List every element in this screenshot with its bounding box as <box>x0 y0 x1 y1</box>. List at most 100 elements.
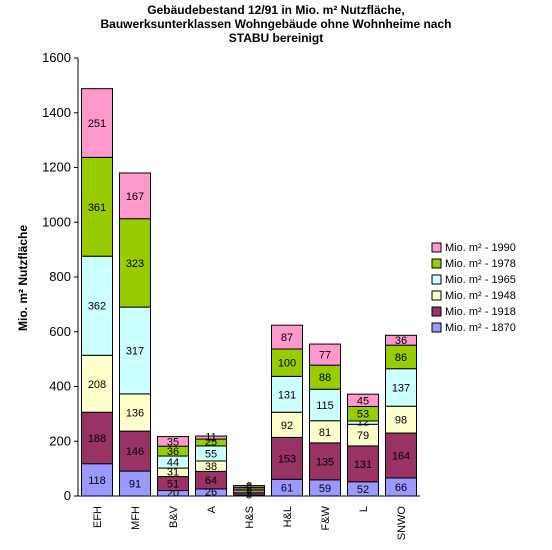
data-label: 51 <box>167 479 179 491</box>
data-label: 61 <box>281 483 293 495</box>
x-tick-label: H&L <box>282 506 294 527</box>
data-label: 6 <box>246 480 252 492</box>
data-label: 9 <box>246 488 252 500</box>
bar-segment <box>309 388 341 422</box>
x-tick-label: SNWO <box>396 506 408 541</box>
data-label: 88 <box>319 372 331 384</box>
x-tick-label: B&V <box>168 505 180 528</box>
y-tick-label: 1000 <box>42 214 71 229</box>
data-label: 36 <box>395 335 407 347</box>
data-label: 79 <box>357 430 369 442</box>
data-label: 118 <box>88 475 106 487</box>
data-label: 53 <box>357 409 369 421</box>
data-label: 38 <box>205 461 217 473</box>
bar-segment <box>271 436 303 480</box>
data-label: 91 <box>129 479 141 491</box>
data-label: 7 <box>246 482 252 494</box>
legend-entry: Mio. m² - 1965 <box>445 274 516 286</box>
data-label: 164 <box>392 450 410 462</box>
data-label: 36 <box>167 446 179 458</box>
bar-segment <box>119 306 151 395</box>
data-label: 137 <box>392 382 410 394</box>
data-label: 100 <box>278 358 296 370</box>
data-label: 98 <box>395 415 407 427</box>
data-label: 86 <box>395 352 407 364</box>
data-label: 59 <box>319 483 331 495</box>
data-label: 35 <box>167 436 179 448</box>
x-tick-label: L <box>358 506 370 512</box>
data-label: 92 <box>281 420 293 432</box>
y-tick-label: 800 <box>49 269 71 284</box>
data-label: 45 <box>357 395 369 407</box>
data-label: 115 <box>316 400 334 412</box>
y-axis-label: Mio. m² Nutzfläche <box>16 225 30 331</box>
y-tick-label: 600 <box>49 324 71 339</box>
legend-swatch <box>431 290 442 301</box>
chart-title-line-1: Gebäudebestand 12/91 in Mio. m² Nutzfläc… <box>147 3 404 17</box>
data-label: 167 <box>126 191 144 203</box>
bar-segment <box>385 334 417 346</box>
data-label: 81 <box>319 427 331 439</box>
data-label: 77 <box>319 350 331 362</box>
data-label: 87 <box>281 332 293 344</box>
y-tick-label: 200 <box>49 433 71 448</box>
bar-segment <box>157 436 189 447</box>
chart-title-line-2: Bauwerksunterklassen Wohngebäude ohne Wo… <box>101 17 452 31</box>
bar-segment <box>233 485 265 488</box>
data-label: 146 <box>126 446 144 458</box>
data-label: 66 <box>395 482 407 494</box>
x-tick-label: MFH <box>130 506 142 530</box>
legend: Mio. m² - 1990 Mio. m² - 1978 Mio. m² - 19… <box>431 242 516 334</box>
bar-segment <box>119 172 151 220</box>
bar-segment <box>271 348 303 377</box>
legend-entry: Mio. m² - 1870 <box>445 322 516 334</box>
data-label: 52 <box>357 484 369 496</box>
data-label: 135 <box>316 456 334 468</box>
bar-segment <box>81 463 113 497</box>
bar-segment <box>347 393 379 407</box>
x-tick-label: EFH <box>92 506 104 528</box>
data-label: 153 <box>278 453 296 465</box>
data-label: 11 <box>205 432 216 444</box>
data-label: 26 <box>205 486 217 498</box>
legend-entry: Mio. m² - 1978 <box>445 258 516 270</box>
bar-segment <box>81 255 113 356</box>
data-label: 188 <box>88 433 106 445</box>
bar-segment <box>81 88 113 158</box>
data-label: 317 <box>126 346 144 358</box>
data-label: 323 <box>126 258 144 270</box>
legend-swatch <box>431 322 442 333</box>
data-label: 7 <box>246 486 252 498</box>
bar-segment <box>347 445 379 483</box>
bar-segment <box>271 324 303 350</box>
x-tick-label: F&W <box>320 505 332 530</box>
data-label: 208 <box>88 379 106 391</box>
data-label: 131 <box>278 389 296 401</box>
plot-area: 0200400600800100012001400160011818820836… <box>42 50 420 540</box>
data-label: 131 <box>354 459 372 471</box>
chart-title-line-3: STABU bereinigt <box>229 31 323 45</box>
bar-segment <box>81 354 113 413</box>
y-tick-label: 1400 <box>42 105 71 120</box>
data-label: 362 <box>88 301 106 313</box>
bar-segment <box>271 375 303 413</box>
legend-entry: Mio. m² - 1918 <box>445 306 516 318</box>
bar-segment <box>81 156 113 257</box>
legend-swatch <box>431 274 442 285</box>
bar-segment <box>309 343 341 366</box>
y-tick-label: 400 <box>49 379 71 394</box>
data-label: 136 <box>126 408 144 420</box>
legend-entry: Mio. m² - 1990 <box>445 242 516 254</box>
data-label: 251 <box>88 118 106 130</box>
data-label: 361 <box>88 202 106 214</box>
legend-swatch <box>431 242 442 253</box>
legend-swatch <box>431 306 442 317</box>
x-tick-label: H&S <box>244 506 256 529</box>
data-label: 64 <box>205 475 217 487</box>
data-label: 6 <box>246 484 252 496</box>
y-tick-label: 0 <box>64 488 71 503</box>
bar-segment <box>385 368 417 407</box>
x-tick-label: A <box>206 505 218 513</box>
